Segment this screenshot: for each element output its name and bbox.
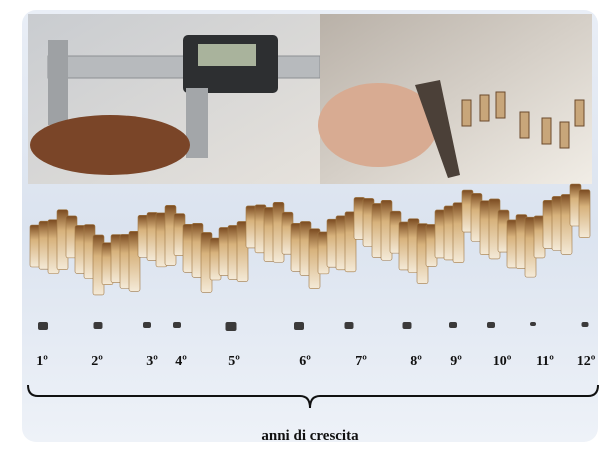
seed xyxy=(530,322,536,326)
year-label: 6º xyxy=(299,354,311,369)
small-scale xyxy=(520,112,529,138)
seed xyxy=(143,322,151,328)
seed xyxy=(449,322,457,328)
small-scale xyxy=(480,95,489,121)
seed xyxy=(582,322,589,327)
seed xyxy=(38,322,48,330)
small-scale xyxy=(496,92,505,118)
seed xyxy=(345,322,354,329)
pine-cone xyxy=(30,115,190,175)
small-scale xyxy=(560,122,569,148)
seed xyxy=(94,322,103,329)
year-label: 9º xyxy=(450,354,462,369)
caliper-jaw xyxy=(48,40,68,125)
small-scale xyxy=(575,100,584,126)
year-label: 12º xyxy=(577,354,596,369)
caliper-display xyxy=(198,44,256,66)
year-label: 7º xyxy=(355,354,367,369)
figure: 1º 2º 3º 4º 5º 6º 7º 8º 9º 10º 11º 12º anni di cres… xyxy=(0,0,615,451)
year-label: 8º xyxy=(410,354,422,369)
seed xyxy=(403,322,412,329)
seed xyxy=(226,322,237,331)
caption: anni di crescita xyxy=(261,428,359,444)
year-label: 10º xyxy=(493,354,512,369)
year-label: 5º xyxy=(228,354,240,369)
year-label: 1º xyxy=(36,354,48,369)
cone-scale xyxy=(579,190,590,238)
seed xyxy=(294,322,304,330)
year-label: 2º xyxy=(91,354,103,369)
year-label: 3º xyxy=(146,354,158,369)
small-scale xyxy=(462,100,471,126)
seed xyxy=(487,322,495,328)
year-label: 4º xyxy=(175,354,187,369)
year-label: 11º xyxy=(536,354,554,369)
seed xyxy=(173,322,181,328)
small-scale xyxy=(542,118,551,144)
